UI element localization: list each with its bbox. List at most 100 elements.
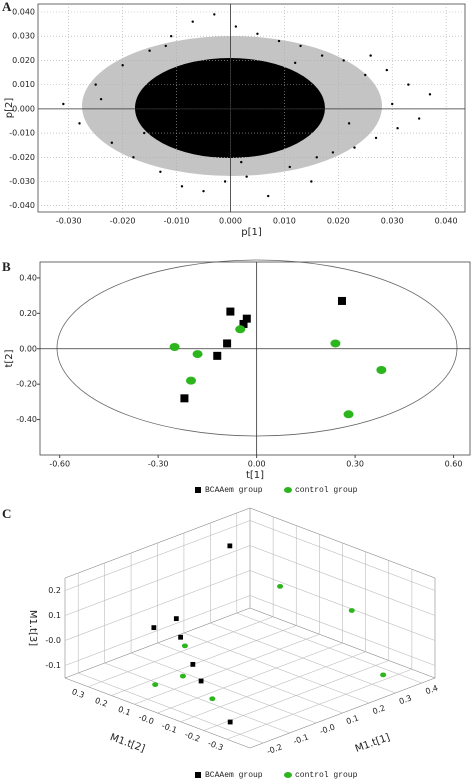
data-point <box>331 151 335 154</box>
data-point <box>347 122 351 125</box>
x-tick-label: -0.030 <box>56 217 82 226</box>
data-point <box>299 44 302 48</box>
grid-line <box>64 570 251 641</box>
data-point <box>391 102 394 106</box>
data-point <box>330 339 341 348</box>
data-point <box>185 376 196 385</box>
data-point <box>180 185 184 188</box>
y-tick-label: -0.010 <box>9 129 35 138</box>
data-point <box>132 156 135 159</box>
z-tick-label: 0.2 <box>48 586 61 595</box>
data-point <box>169 342 180 351</box>
x-tick-label: 0.010 <box>273 217 296 226</box>
grid-line <box>226 668 412 740</box>
y-tick-label: 0.040 <box>12 7 35 16</box>
y-tick-label: -0.0 <box>137 712 155 726</box>
x-tick-label: 0.2 <box>371 703 386 716</box>
y-tick-label: -0.3 <box>207 739 225 753</box>
data-point <box>315 156 318 159</box>
data-point <box>173 616 179 622</box>
data-point <box>376 366 387 375</box>
x-tick-label: -0.0 <box>319 722 337 736</box>
y-axis-label: p[2] <box>4 98 15 119</box>
grid-line <box>111 625 297 696</box>
data-point <box>186 78 189 81</box>
x-tick-label: -0.2 <box>266 742 284 756</box>
data-point <box>380 672 387 678</box>
x-tick-label: 0.30 <box>346 460 364 469</box>
data-point <box>234 25 238 28</box>
data-point <box>99 97 103 101</box>
grid-line <box>180 651 366 723</box>
x-tick-label: 0.040 <box>435 217 458 226</box>
y-tick-label: -0.030 <box>9 177 35 186</box>
grid-line <box>64 520 251 591</box>
data-point <box>223 339 232 348</box>
legend-swatch <box>284 772 292 778</box>
grid-line <box>249 595 436 666</box>
data-point <box>148 49 151 52</box>
plot-frame <box>37 3 466 213</box>
data-point <box>256 32 259 35</box>
data-point <box>121 64 124 67</box>
data-point <box>235 325 246 334</box>
data-point <box>374 136 378 140</box>
panel-label: B <box>2 259 11 274</box>
legend-label: control group <box>295 771 358 780</box>
grid-line <box>64 545 251 616</box>
y-tick-label: -0.40 <box>16 415 37 424</box>
data-point <box>94 83 97 86</box>
legend-swatch <box>284 487 292 493</box>
data-point <box>179 673 186 679</box>
x-tick-label: 0.4 <box>424 683 439 696</box>
z-tick-label: -0.1 <box>45 661 61 670</box>
legend-swatch <box>195 772 201 778</box>
legend-swatch <box>195 487 201 493</box>
x-tick-label: 0.00 <box>248 460 266 469</box>
data-point <box>152 682 159 688</box>
y-tick-label: -0.20 <box>16 380 37 389</box>
legend-label: control group <box>295 486 358 495</box>
x-tick-label: 0.3 <box>398 693 413 706</box>
data-point <box>310 180 313 183</box>
z-tick-label: -0.0 <box>45 636 61 645</box>
data-point <box>213 351 222 360</box>
point-cloud-core <box>135 58 325 158</box>
x-tick-label: -0.60 <box>49 460 70 469</box>
legend-label: BCAAem group <box>205 771 263 780</box>
data-point <box>428 93 432 96</box>
y-tick-label: 0.030 <box>12 32 35 41</box>
data-point <box>320 54 324 57</box>
data-point <box>180 394 189 403</box>
y-tick-label: 0.40 <box>19 273 37 282</box>
x-tick-label: 0.020 <box>327 217 350 226</box>
y-tick-label: 0.2 <box>94 696 109 709</box>
data-point <box>407 83 410 86</box>
z-axis-label: M1.t[3] <box>27 610 38 646</box>
data-point <box>342 59 345 62</box>
data-point <box>159 170 162 174</box>
data-point <box>143 131 146 135</box>
y-tick-label: 0.00 <box>19 344 37 353</box>
data-point <box>78 122 81 125</box>
data-point <box>353 146 356 149</box>
grid-line <box>134 633 320 705</box>
grid-line <box>88 616 274 688</box>
data-point <box>198 678 204 684</box>
grid-line <box>249 545 436 616</box>
data-point <box>213 13 216 16</box>
y-tick-label: 0.000 <box>12 104 35 113</box>
data-point <box>62 102 65 106</box>
y-tick-label: -0.2 <box>184 730 202 744</box>
data-point <box>396 127 399 130</box>
data-point <box>348 608 355 613</box>
grid-line <box>249 520 436 591</box>
y-tick-label: 0.010 <box>12 80 35 89</box>
data-point <box>277 39 281 43</box>
x-tick-label: 0.1 <box>345 713 360 726</box>
data-point <box>385 68 389 72</box>
data-point <box>209 696 216 702</box>
data-point <box>227 543 233 549</box>
x-tick-label: -0.1 <box>292 732 310 746</box>
